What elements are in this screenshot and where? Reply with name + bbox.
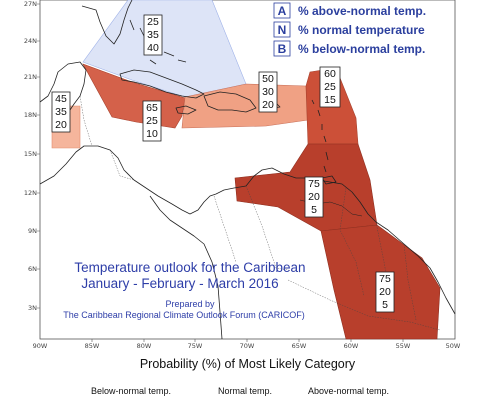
border-line [287, 279, 441, 331]
probability-boxes: 25 35 40 45 35 20 65 25 10 50 30 20 60 [51, 14, 395, 313]
legend-text-above: % above-normal temp. [298, 4, 426, 18]
legend-letter-b: B [278, 42, 287, 56]
prob-normal-value: 35 [147, 29, 159, 41]
lon-axis: 90W 85W 80W 75W 70W 65W 60W 55W 50W [33, 342, 461, 350]
prob-normal-value: 20 [308, 191, 320, 203]
lon-label: 65W [292, 342, 307, 350]
lat-label: 21N [24, 73, 37, 81]
legend-text-below: % below-normal temp. [298, 42, 425, 56]
lon-label: 55W [396, 342, 411, 350]
prob-box-guianas: 75 20 5 [375, 271, 395, 313]
hispaniola-coast [203, 91, 257, 113]
prob-below-value: 10 [146, 128, 158, 140]
prob-normal-value: 25 [146, 115, 158, 127]
prob-above-value: 60 [324, 68, 336, 80]
prob-box-frame [258, 71, 278, 113]
coastlines [39, 0, 456, 340]
lat-label: 6N [28, 265, 37, 273]
lon-label: 70W [240, 342, 255, 350]
prob-box-frame [143, 14, 163, 56]
legend-box-b [273, 40, 291, 57]
lat-axis: 27N 24N 21N 18N 15N 12N 9N 6N 3N [24, 0, 37, 312]
prob-below-value: 20 [55, 119, 67, 131]
trinidad-coast [321, 175, 337, 185]
category-normal: Normal temp. [218, 386, 273, 396]
map-title: Temperature outlook for the Caribbean Ja… [63, 260, 305, 320]
legend-letter-a: A [278, 4, 287, 18]
central-america-coast [39, 145, 247, 215]
prob-above-value: 25 [147, 16, 159, 28]
panama-pacific-coast [149, 195, 223, 340]
lon-label: 60W [344, 342, 359, 350]
prob-box-frame [51, 91, 71, 133]
prepared-by-label: Prepared by [165, 299, 215, 309]
lon-label: 90W [33, 342, 48, 350]
legend-text-normal: % normal temperature [298, 23, 425, 37]
prob-above-value: 75 [379, 273, 391, 285]
lat-label: 27N [24, 0, 37, 8]
title-line-2: January - February - March 2016 [81, 276, 278, 291]
prob-above-value: 45 [55, 93, 67, 105]
prob-box-leeward-islands: 60 25 15 [319, 66, 341, 108]
prob-box-central-caribbean: 65 25 10 [142, 100, 162, 142]
border-line [109, 149, 135, 181]
category-below-normal: Below-normal temp. [91, 386, 172, 396]
prob-normal-value: 25 [324, 81, 336, 93]
lon-label: 85W [85, 342, 100, 350]
florida-coast [81, 0, 133, 45]
lesser-antilles [311, 99, 329, 173]
prob-normal-value: 35 [55, 106, 67, 118]
cuba-coast [119, 69, 205, 99]
map-legend: A % above-normal temp. N % normal temper… [273, 2, 426, 57]
prob-below-value: 5 [382, 299, 388, 311]
mexico-coast [39, 61, 87, 111]
lat-label: 18N [24, 111, 37, 119]
prob-normal-value: 20 [379, 286, 391, 298]
prob-below-value: 20 [262, 99, 274, 111]
prob-box-frame [142, 100, 162, 142]
prob-above-value: 75 [308, 178, 320, 190]
probability-title: Probability (%) of Most Likely Category [139, 357, 356, 371]
border-line [339, 187, 365, 297]
jamaica-coast [175, 105, 197, 115]
lon-label: 50W [446, 342, 461, 350]
south-america-coast [245, 167, 456, 315]
forum-label: The Caribbean Regional Climate Outlook F… [63, 310, 305, 320]
prob-box-bahamas: 25 35 40 [143, 14, 163, 56]
lat-label: 12N [24, 189, 37, 197]
prob-box-greater-antilles: 50 30 20 [258, 71, 278, 113]
border-line [213, 195, 237, 263]
prob-above-value: 50 [262, 73, 274, 85]
prob-below-value: 15 [324, 94, 336, 106]
prob-above-value: 65 [146, 102, 158, 114]
border-line [79, 95, 93, 147]
lat-label: 24N [24, 37, 37, 45]
lat-label: 3N [28, 304, 37, 312]
title-line-1: Temperature outlook for the Caribbean [74, 260, 305, 275]
prob-normal-value: 30 [262, 86, 274, 98]
prob-box-frame [304, 176, 324, 218]
legend-box-n [273, 21, 291, 38]
legend-letter-n: N [278, 23, 287, 37]
legend-box-a [273, 2, 291, 19]
border-line [403, 243, 417, 321]
prob-box-eastern-caribbean: 75 20 5 [304, 176, 324, 218]
prob-box-frame [319, 66, 341, 108]
lon-label: 75W [188, 342, 203, 350]
prob-below-value: 5 [311, 204, 317, 216]
lat-label: 15N [24, 150, 37, 158]
prob-box-belize: 45 35 20 [51, 91, 71, 133]
prob-below-value: 40 [147, 42, 159, 54]
border-line [245, 185, 301, 273]
prob-box-frame [375, 271, 395, 313]
lon-label: 80W [137, 342, 152, 350]
axis-ticks [37, 3, 404, 342]
lat-label: 9N [28, 227, 37, 235]
category-above-normal: Above-normal temp. [308, 386, 390, 396]
